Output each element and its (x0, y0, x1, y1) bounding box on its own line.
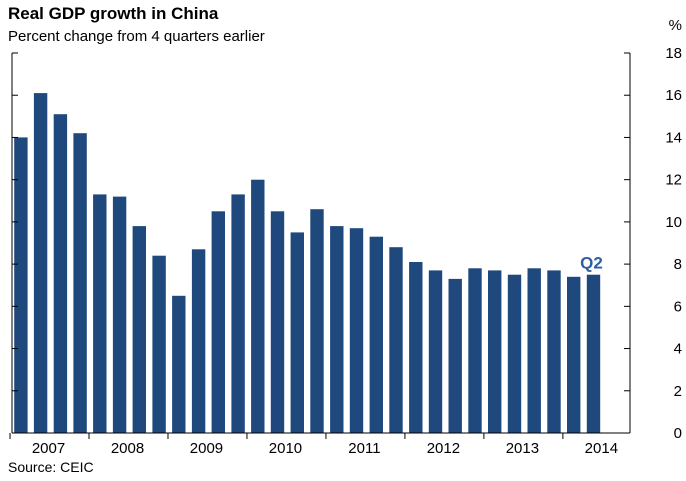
y-tick-label: 12 (665, 172, 682, 189)
axes-group: 0 2 4 6 8 10 12 14 16 18% 2007 2008 2009 2010 2011 2012… (9, 17, 682, 457)
bar (112, 196, 127, 433)
bar (448, 278, 462, 433)
bar (428, 270, 443, 433)
x-tick-label: 2014 (585, 440, 618, 457)
bar (191, 249, 206, 433)
chart-title: Real GDP growth in China (8, 4, 219, 23)
y-axis-unit: % (669, 17, 682, 34)
bar (527, 268, 541, 433)
bar (507, 274, 522, 433)
bar (290, 232, 304, 433)
chart-source: Source: CEIC (8, 459, 94, 475)
bar (567, 276, 581, 433)
bar (33, 93, 48, 433)
x-tick-label: 2010 (269, 440, 302, 457)
y-tick-label: 2 (674, 383, 682, 400)
bar (14, 137, 28, 433)
y-tick-label: 8 (674, 256, 682, 273)
x-tick-label: 2013 (506, 440, 539, 457)
bar (211, 211, 225, 433)
bar (310, 209, 324, 433)
y-tick-label: 18 (665, 45, 682, 62)
y-tick-label: 0 (674, 425, 682, 442)
bar (586, 274, 601, 433)
chart-subtitle: Percent change from 4 quarters earlier (8, 28, 265, 45)
bar (488, 270, 502, 433)
y-tick-label: 10 (665, 214, 682, 231)
bar (330, 226, 344, 433)
bar (73, 133, 87, 433)
x-tick-label: 2012 (427, 440, 460, 457)
x-tick-label: 2008 (111, 440, 144, 457)
x-tick-label: 2011 (348, 440, 380, 457)
bar (468, 268, 482, 433)
y-tick-label: 4 (674, 341, 682, 358)
bar (270, 211, 285, 433)
bar (409, 262, 423, 433)
bar (231, 194, 245, 433)
bar (389, 247, 403, 433)
y-tick-label: 14 (665, 129, 682, 146)
bar (251, 179, 265, 433)
bar (172, 295, 186, 433)
bar (93, 194, 107, 433)
q2-annotation: Q2 (580, 254, 603, 273)
bar (369, 236, 383, 433)
bar (53, 114, 68, 433)
x-tick-label: 2007 (32, 440, 65, 457)
y-tick-label: 6 (674, 298, 682, 315)
bar (349, 228, 364, 433)
bar (547, 270, 561, 433)
bar (132, 226, 146, 433)
bars-group (14, 93, 601, 433)
x-tick-label: 2009 (190, 440, 223, 457)
y-tick-label: 16 (665, 87, 682, 104)
bar (152, 255, 166, 433)
